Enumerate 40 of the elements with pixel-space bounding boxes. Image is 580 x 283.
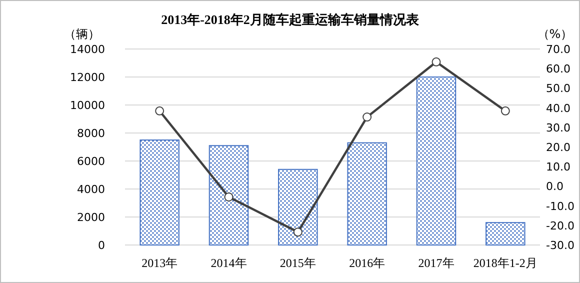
x-tick-label: 2016年 [349,256,386,270]
y-axis-title: （辆） [64,27,100,41]
y-tick-label: 12000 [70,71,105,84]
y2-axis-title: （%） [537,27,573,41]
bar [486,222,526,246]
y2-tick-label: -20.0 [546,219,574,232]
point [432,57,441,66]
bar [347,142,387,246]
y2-tick-label: 0.0 [546,180,564,194]
y2-tick-label: 10.0 [546,160,570,174]
bar [416,76,456,246]
y2-tick-label: 70.0 [546,43,570,56]
y2-tick-label: 20.0 [546,141,570,154]
point [500,106,510,116]
point [362,112,372,122]
x-tick-label: 2014年 [210,256,247,270]
y2-tick-label: 50.0 [546,82,570,96]
y2-tick-label: 30.0 [546,121,570,134]
y2-tick-label: -10.0 [546,200,574,213]
x-tick-label: 2017年 [418,256,454,270]
y-tick-label: 8000 [77,127,105,140]
x-tick-label: 2015年 [280,256,316,270]
x-tick-label: 2018年1-2月 [473,256,538,270]
y-tick-label: 6000 [77,155,105,168]
bar [278,168,318,246]
y-tick-label: 4000 [77,183,105,196]
y2-tick-label: -30.0 [546,239,574,252]
point [155,106,164,116]
y2-tick-label: 40.0 [546,102,570,115]
y-tick-label: 10000 [70,99,105,112]
point [224,192,234,202]
point [293,228,302,237]
y-tick-label: 14000 [70,43,105,56]
bar [208,145,249,246]
bar [140,140,180,246]
chart-title: 2013年-2018年2月随车起重运输车销量情况表 [161,12,420,27]
x-tick-label: 2013年 [142,256,178,270]
y-tick-label: 2000 [77,211,105,224]
y2-tick-label: 60.0 [546,62,570,76]
y-tick-label: 0 [98,239,105,252]
